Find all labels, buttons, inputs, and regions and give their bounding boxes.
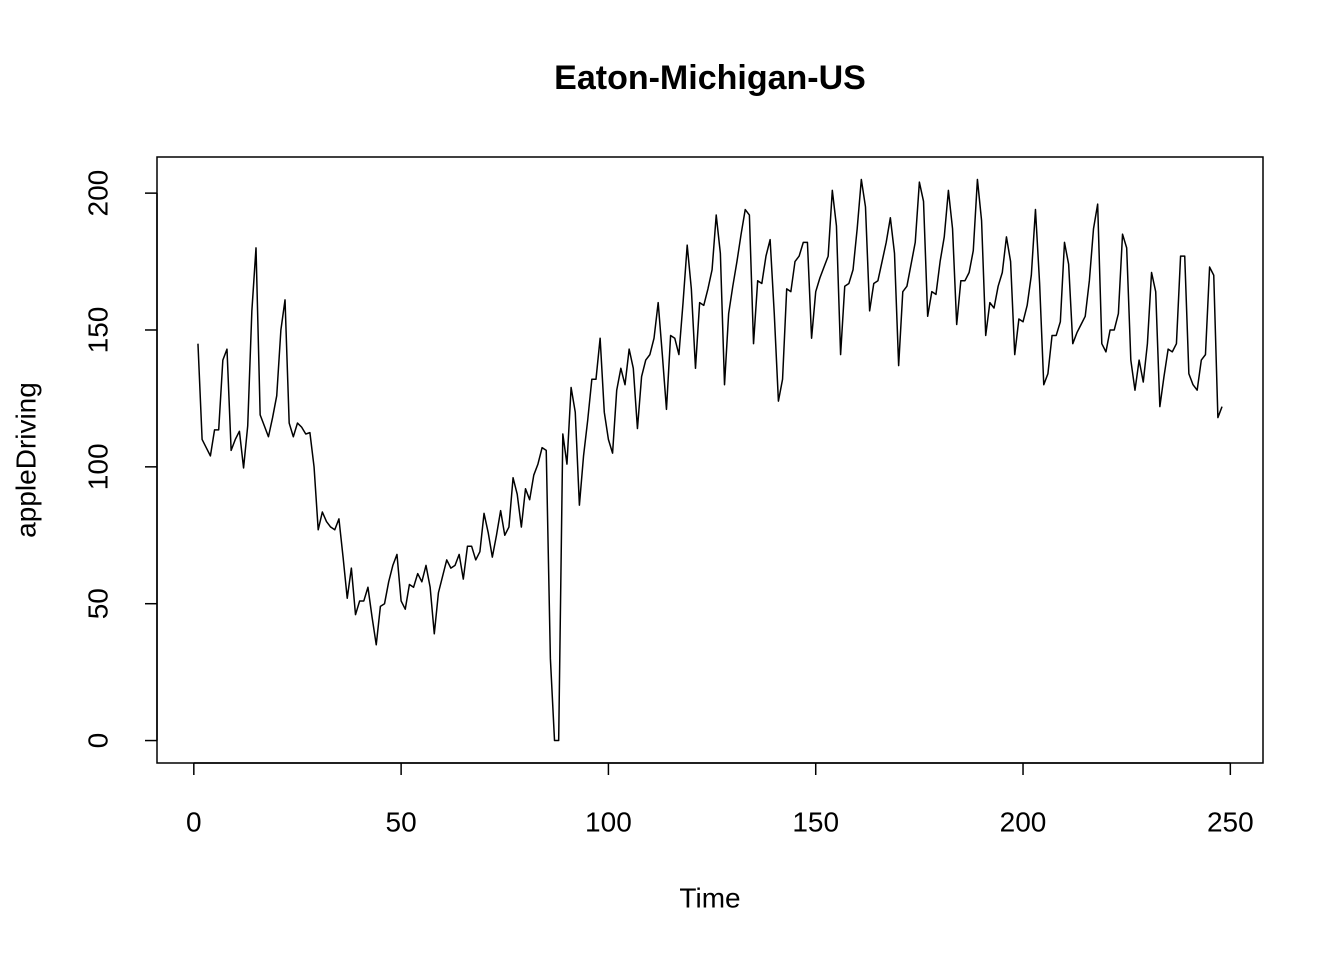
x-tick-label: 100 bbox=[585, 806, 632, 837]
y-axis-label: appleDriving bbox=[10, 382, 41, 538]
y-tick-label: 100 bbox=[82, 443, 113, 490]
y-tick-label: 50 bbox=[82, 588, 113, 619]
y-tick-label: 150 bbox=[82, 307, 113, 354]
x-tick-label: 50 bbox=[386, 806, 417, 837]
data-line bbox=[197, 178, 1223, 742]
x-tick-label: 200 bbox=[1000, 806, 1047, 837]
x-axis-label: Time bbox=[679, 882, 740, 913]
x-tick-label: 150 bbox=[792, 806, 839, 837]
y-tick-label: 0 bbox=[82, 733, 113, 749]
x-tick-label: 0 bbox=[186, 806, 202, 837]
x-tick-label: 250 bbox=[1207, 806, 1254, 837]
y-tick-label: 200 bbox=[82, 170, 113, 217]
chart-title: Eaton-Michigan-US bbox=[554, 59, 866, 97]
